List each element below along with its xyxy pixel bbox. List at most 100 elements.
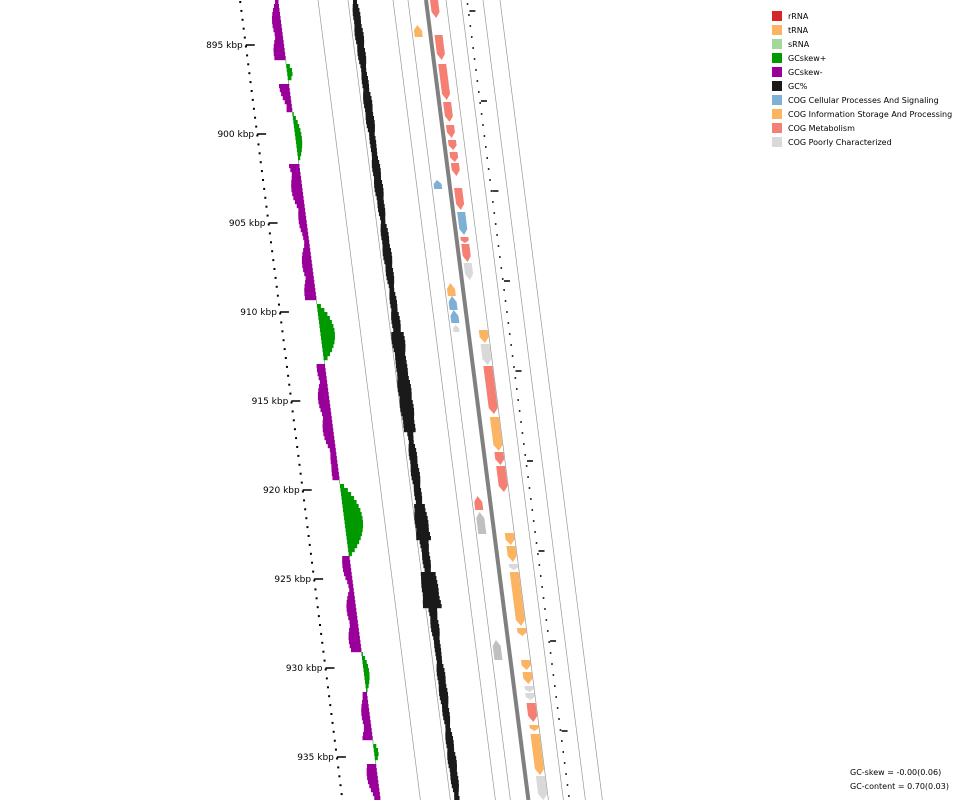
gc-skew-bar (292, 192, 304, 197)
gc-skew-bar (305, 280, 315, 285)
gc-skew-bar (348, 632, 360, 637)
cds-arrow (457, 212, 468, 235)
gc-skew-bar (291, 180, 302, 185)
outer-dot (539, 575, 542, 577)
gc-skew-bar (361, 652, 363, 657)
ruler-label: 935 kbp (297, 753, 334, 763)
gc-content-bar (393, 348, 406, 353)
gc-skew-bar (347, 540, 360, 545)
outer-dot (554, 685, 556, 687)
cds-arrow (504, 533, 515, 545)
cds-arrow (526, 703, 538, 722)
ruler-label: 925 kbp (274, 575, 311, 585)
legend-item: COG Cellular Processes And Signaling (772, 93, 952, 107)
ruler-dot (242, 27, 245, 30)
gc-content-bar (445, 740, 454, 745)
cds-arrow (489, 417, 503, 451)
gc-content-bar (392, 324, 401, 329)
gc-content-bar (353, 0, 357, 5)
gc-content-bar (414, 504, 425, 509)
gc-skew-bar (287, 72, 293, 77)
gc-skew-bar (297, 152, 302, 157)
gc-skew-bar (367, 780, 379, 785)
gc-content-bar (352, 4, 359, 9)
gc-content-bar (387, 280, 395, 285)
gc-skew-bar (323, 356, 328, 361)
gc-content-bar (373, 180, 383, 185)
gc-skew-bar (324, 436, 335, 441)
gc-content-bar (380, 224, 387, 229)
gc-skew-bar (275, 36, 284, 41)
ruler-dot (288, 383, 291, 386)
gc-skew-bar (322, 412, 332, 417)
gc-skew-bar (330, 456, 337, 461)
ruler-dot (313, 579, 316, 582)
ruler-dot (321, 641, 324, 644)
gc-content-bar (389, 292, 396, 297)
gc-skew-bar (348, 640, 361, 645)
gc-skew-bar (362, 736, 373, 741)
gc-content-bar (374, 184, 383, 189)
gc-skew-bar (363, 668, 369, 673)
gc-skew-stat: GC-skew = -0.00(0.06) (850, 768, 942, 777)
cds-arrow (461, 244, 471, 262)
gc-skew-bar (286, 104, 292, 109)
gc-content-bar (433, 636, 440, 641)
gc-skew-bar (349, 624, 359, 629)
gc-skew-bar (323, 432, 334, 437)
gc-skew-bar (271, 16, 281, 21)
gc-skew-bar (324, 360, 325, 365)
gc-skew-bar (295, 140, 303, 145)
gc-content-bar (431, 628, 440, 633)
gc-skew-bar (366, 688, 368, 693)
cds-arrow (476, 512, 487, 534)
gc-content-bar (420, 572, 436, 577)
gc-content-bar (354, 28, 363, 33)
gc-content-bar (378, 208, 386, 213)
gc-content-bar (392, 344, 406, 349)
gc-content-bar (444, 720, 451, 725)
stats-panel: GC-skew = -0.00(0.06) GC-content = 0.70(… (850, 766, 949, 794)
ruler-dot (271, 250, 274, 253)
outer-dot (544, 608, 546, 610)
gc-skew-bar (348, 548, 355, 553)
gc-content-bar (421, 588, 439, 593)
legend-label: sRNA (788, 39, 810, 49)
gc-skew-bar (304, 240, 310, 245)
gc-skew-bar (346, 600, 356, 605)
kbp-ruler: 895 kbp 900 kbp 905 kbp 910 kbp 915 kbp 920 k… (206, 1, 570, 797)
gc-content-bar (391, 316, 400, 321)
cds-arrow (478, 330, 489, 343)
gc-skew-bar (342, 564, 351, 569)
ruler-dot (298, 463, 301, 466)
ruler-dot (264, 196, 267, 199)
outer-dot (486, 157, 489, 159)
gc-content-bar (390, 304, 398, 309)
gc-skew-bar (296, 148, 302, 153)
cds-arrow (494, 452, 505, 465)
gc-skew-bar (346, 604, 356, 609)
ruler-dot (332, 730, 335, 733)
legend-item: sRNA (772, 37, 952, 51)
gc-content-bar (380, 228, 388, 233)
outer-dot (500, 267, 503, 269)
gc-content-bar (436, 668, 445, 673)
ruler-dot (337, 766, 340, 769)
feature-tracks (413, 0, 548, 800)
gc-skew-bar (343, 512, 362, 517)
guide-line (407, 0, 511, 800)
ruler-dot (282, 339, 285, 342)
cds-arrow (508, 564, 519, 570)
gc-content-bar (357, 44, 365, 49)
gc-content-bar (357, 52, 366, 57)
ruler-dot (272, 259, 275, 262)
ruler-dot (284, 357, 287, 359)
gc-skew-bar (284, 100, 292, 105)
gc-skew-bar (317, 308, 325, 313)
gc-skew-bar (303, 236, 309, 241)
gc-content-bar (430, 624, 440, 629)
outer-dot (518, 410, 521, 412)
cds-arrow (454, 188, 465, 210)
cds-arrow (483, 366, 498, 414)
gc-content-bar (445, 732, 453, 737)
